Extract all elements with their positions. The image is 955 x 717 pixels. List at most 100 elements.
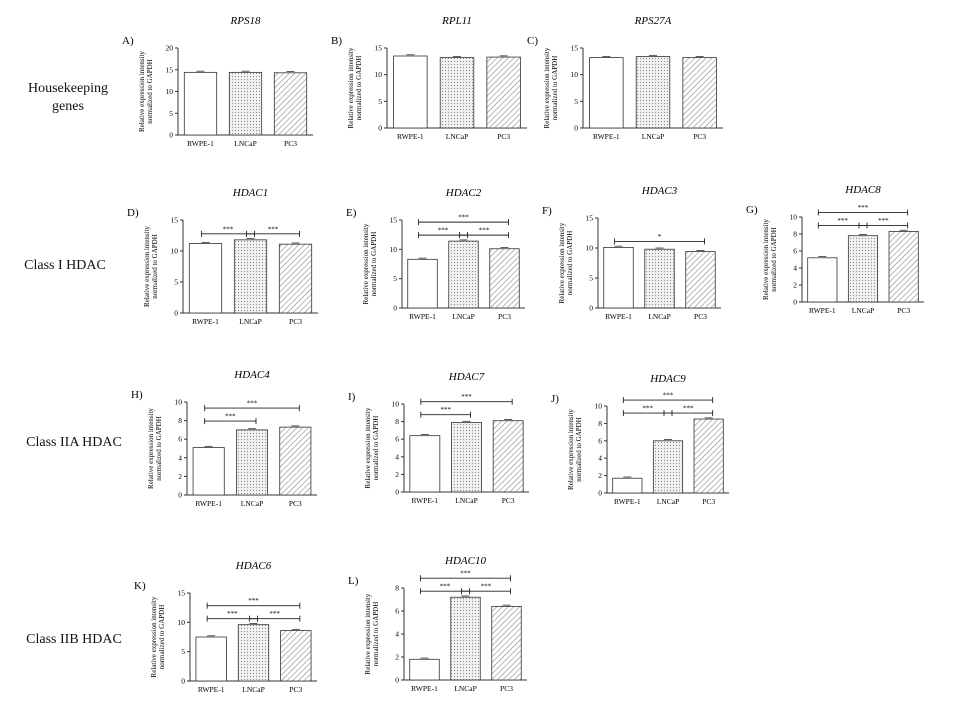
- y-tick-label: 0: [174, 309, 178, 318]
- significance-label: ***: [225, 413, 236, 421]
- bar: [278, 243, 313, 314]
- panel-label: D): [127, 207, 139, 219]
- x-tick-label: RWPE-1: [397, 132, 424, 141]
- x-tick-label: PC3: [289, 685, 302, 694]
- y-axis-label: normalized to GAPDH: [146, 59, 154, 124]
- y-tick-label: 0: [169, 131, 173, 140]
- x-tick-label: PC3: [693, 132, 706, 141]
- y-tick-label: 8: [178, 416, 182, 425]
- x-tick-label: RWPE-1: [411, 496, 438, 505]
- y-tick-label: 8: [395, 417, 399, 426]
- panel-label: F): [542, 205, 552, 217]
- y-tick-label: 2: [395, 470, 399, 479]
- y-tick-label: 5: [181, 647, 185, 656]
- bar: [451, 422, 482, 493]
- bar: [492, 420, 524, 493]
- panel-label: G): [746, 204, 758, 216]
- y-tick-label: 15: [375, 44, 383, 53]
- bar: [279, 426, 312, 496]
- bar: [407, 258, 438, 309]
- bar: [439, 57, 475, 129]
- y-axis-label: normalized to GAPDH: [155, 416, 163, 481]
- y-tick-label: 15: [390, 216, 398, 225]
- chart-panel: HDAC2 E) Relative expression intensity norm…: [346, 187, 525, 321]
- y-tick-label: 10: [171, 247, 179, 256]
- y-tick-label: 10: [175, 398, 183, 407]
- significance-label: ***: [479, 227, 490, 235]
- significance-label: ***: [683, 405, 694, 413]
- row-label-housekeeping: Housekeeping genes: [18, 80, 118, 116]
- x-tick-label: LNCaP: [454, 684, 477, 693]
- chart-panel: HDAC1 D) Relative expression intensity norm…: [127, 187, 318, 326]
- bar: [807, 257, 838, 303]
- y-tick-label: 10: [790, 213, 798, 222]
- y-tick-label: 10: [595, 402, 603, 411]
- y-tick-label: 6: [598, 436, 602, 445]
- bar: [228, 71, 263, 136]
- x-tick-label: PC3: [702, 497, 715, 506]
- x-tick-label: PC3: [500, 684, 513, 693]
- y-tick-label: 10: [586, 244, 594, 253]
- chart-title: RPS27A: [634, 15, 672, 27]
- chart-panel: HDAC10 L) Relative expression intensity nor…: [348, 555, 527, 693]
- bar: [685, 251, 716, 309]
- x-tick-label: LNCaP: [452, 312, 475, 321]
- y-tick-label: 0: [393, 304, 397, 313]
- x-tick-label: PC3: [694, 312, 707, 321]
- y-tick-label: 2: [178, 472, 182, 481]
- y-tick-label: 5: [169, 109, 173, 118]
- bar: [409, 658, 440, 681]
- panel-label: L): [348, 575, 359, 587]
- significance-label: ***: [247, 400, 258, 408]
- chart-title: HDAC2: [445, 187, 482, 199]
- y-axis-label: Relative expression intensity: [567, 409, 575, 490]
- y-tick-label: 0: [574, 124, 578, 133]
- y-tick-label: 20: [166, 44, 174, 53]
- bar: [612, 477, 643, 494]
- y-tick-label: 8: [395, 584, 399, 593]
- chart-panel: HDAC3 F) Relative expression intensity norm…: [542, 185, 721, 321]
- x-tick-label: LNCaP: [657, 497, 680, 506]
- y-tick-label: 15: [571, 44, 579, 53]
- y-axis-label: normalized to GAPDH: [158, 605, 166, 670]
- y-tick-label: 5: [589, 274, 593, 283]
- significance-label: ***: [461, 393, 472, 401]
- panel-label: C): [527, 35, 538, 47]
- y-axis-label: Relative expression intensity: [543, 47, 551, 128]
- x-tick-label: LNCaP: [241, 499, 264, 508]
- y-axis-label: Relative expression intensity: [138, 51, 146, 132]
- y-tick-label: 8: [793, 230, 797, 239]
- x-tick-label: RWPE-1: [198, 685, 225, 694]
- y-axis-label: normalized to GAPDH: [355, 56, 363, 121]
- y-tick-label: 0: [395, 676, 399, 685]
- bar: [644, 248, 675, 309]
- y-tick-label: 10: [390, 245, 398, 254]
- y-tick-label: 0: [178, 491, 182, 500]
- row-label-class-iia: Class IIA HDAC: [14, 435, 134, 451]
- bar: [195, 636, 227, 682]
- bar: [273, 72, 308, 136]
- bar: [183, 71, 218, 136]
- y-tick-label: 5: [574, 97, 578, 106]
- panel-label: H): [131, 389, 143, 401]
- y-axis-label: Relative expression intensity: [364, 407, 372, 488]
- bar: [448, 240, 479, 309]
- bar: [589, 57, 624, 129]
- significance-label: ***: [438, 227, 449, 235]
- y-tick-label: 0: [395, 488, 399, 497]
- significance-label: ***: [858, 204, 869, 212]
- bar: [888, 231, 919, 303]
- significance-label: ***: [440, 406, 451, 414]
- significance-label: ***: [642, 405, 653, 413]
- panel-label: B): [331, 35, 342, 47]
- bar: [233, 239, 268, 314]
- panel-label: I): [348, 391, 356, 403]
- bar: [393, 55, 428, 129]
- x-tick-label: LNCaP: [239, 317, 262, 326]
- chart-title: HDAC10: [444, 555, 486, 567]
- y-axis-label: Relative expression intensity: [362, 223, 370, 304]
- x-tick-label: PC3: [897, 306, 910, 315]
- chart-panel: RPS18 A) Relative expression intensity norm…: [122, 15, 313, 148]
